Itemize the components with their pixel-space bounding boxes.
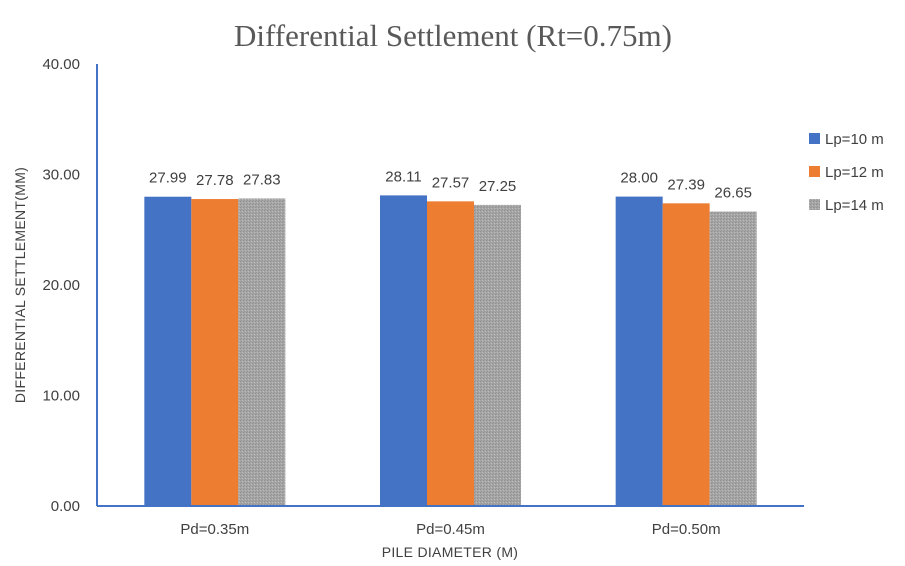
x-tick-label: Pd=0.50m <box>652 521 721 538</box>
x-axis-tick-labels: Pd=0.35m Pd=0.45m Pd=0.50m <box>180 521 720 538</box>
data-label-group: 27.99 27.78 27.83 28.11 27.57 27.25 28.00 27.39… <box>149 168 752 201</box>
y-tick-label: 40.00 <box>42 56 80 73</box>
data-label: 26.65 <box>714 185 752 202</box>
bar-3-2 <box>474 204 521 506</box>
bar-2-2 <box>427 201 474 506</box>
legend-label: Lp=10 m <box>825 131 884 148</box>
data-label: 27.25 <box>479 178 517 195</box>
chart-title: Differential Settlement (Rt=0.75m) <box>234 18 672 53</box>
data-label: 27.83 <box>243 171 281 188</box>
y-axis-tick-labels: 0.00 10.00 20.00 30.00 40.00 <box>42 56 80 515</box>
data-label: 27.99 <box>149 170 187 187</box>
data-label: 27.57 <box>432 174 470 191</box>
legend-swatch <box>809 133 820 144</box>
y-axis-title: DIFFERENTIAL SETTLEMENT(MM) <box>12 167 28 403</box>
legend-label: Lp=12 m <box>825 164 884 181</box>
legend-label: Lp=14 m <box>825 197 884 214</box>
bar-2-3 <box>662 203 710 506</box>
bar-group <box>144 195 757 506</box>
x-axis-title: PILE DIAMETER (M) <box>382 544 519 560</box>
data-label: 27.39 <box>667 176 705 193</box>
x-tick-label: Pd=0.45m <box>416 521 485 538</box>
data-label: 28.00 <box>620 170 658 187</box>
data-label: 27.78 <box>196 172 234 189</box>
legend: Lp=10 m Lp=12 m Lp=14 m <box>809 131 884 214</box>
bar-3-1 <box>238 198 286 506</box>
y-tick-label: 10.00 <box>42 388 80 405</box>
bar-3-3 <box>709 211 757 506</box>
legend-swatch <box>809 166 820 177</box>
legend-swatch <box>809 199 820 210</box>
y-tick-label: 30.00 <box>42 167 80 184</box>
y-tick-label: 0.00 <box>51 498 80 515</box>
bar-1-2 <box>380 195 427 506</box>
data-label: 28.11 <box>385 168 421 185</box>
y-tick-label: 20.00 <box>42 277 80 294</box>
bar-2-1 <box>191 199 239 506</box>
x-tick-label: Pd=0.35m <box>180 521 249 538</box>
bar-1-3 <box>615 196 663 506</box>
bar-1-1 <box>144 196 192 506</box>
